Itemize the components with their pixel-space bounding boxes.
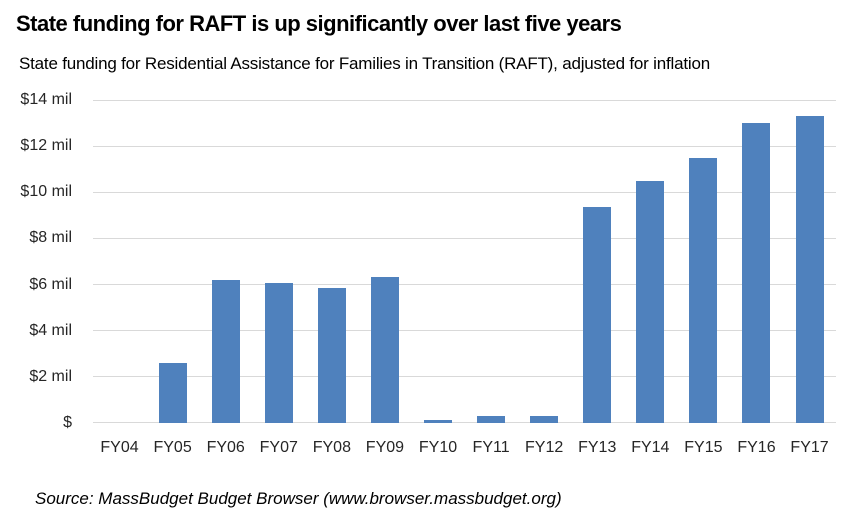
bar-slot <box>783 100 836 423</box>
x-tick-label: FY17 <box>790 439 829 456</box>
x-tick-label: FY06 <box>206 439 245 456</box>
y-tick-label: $14 mil <box>20 91 72 108</box>
gridline <box>93 284 836 285</box>
bar-fy06 <box>211 279 240 423</box>
bar-slot <box>677 100 730 423</box>
bar-slot <box>624 100 677 423</box>
bar-slot <box>411 100 464 423</box>
bar-fy10 <box>424 419 452 423</box>
x-tick-label: FY08 <box>312 439 351 456</box>
gridline <box>93 100 836 101</box>
bar-slot <box>730 100 783 423</box>
bar-slot <box>518 100 571 423</box>
gridline <box>93 422 836 423</box>
bar-fy09 <box>370 276 399 423</box>
bar-fy13 <box>583 207 612 423</box>
bar-fy05 <box>158 363 187 423</box>
bar-fy15 <box>689 157 718 423</box>
bar-fy14 <box>636 180 665 423</box>
bar-fy12 <box>530 416 559 423</box>
bar-fy08 <box>317 288 346 423</box>
bar-slot <box>465 100 518 423</box>
bar-fy17 <box>795 116 824 423</box>
y-tick-label: $2 mil <box>29 367 72 385</box>
y-tick-label: $ <box>63 414 72 431</box>
bars-row <box>93 100 836 423</box>
bar-slot <box>93 100 146 423</box>
bar-fy16 <box>742 123 771 423</box>
x-tick-label: FY09 <box>365 439 405 456</box>
y-tick-label: $12 mil <box>20 137 72 155</box>
gridline <box>93 238 836 239</box>
x-tick-label: FY04 <box>100 439 139 456</box>
y-tick-label: $6 mil <box>29 275 72 293</box>
x-tick-label: FY14 <box>631 439 670 456</box>
plot-area <box>93 100 836 423</box>
x-tick-label: FY07 <box>259 439 298 456</box>
bar-fy11 <box>477 416 506 423</box>
y-tick-label: $4 mil <box>29 321 72 339</box>
gridline <box>93 330 836 331</box>
bar-slot <box>358 100 411 423</box>
y-axis-labels: $ $2 mil $4 mil $6 mil $8 mil $10 mil $12 mil $… <box>0 91 72 431</box>
x-tick-label: FY15 <box>684 439 723 456</box>
x-axis-labels: FY04 FY05 FY06 FY07 FY08 FY09 FY10 FY11 FY12 FY13… <box>93 439 836 457</box>
x-tick-label: FY11 <box>472 439 510 456</box>
bar-slot <box>305 100 358 423</box>
chart-subtitle: State funding for Residential Assistance… <box>19 54 710 73</box>
x-tick-label: FY16 <box>737 439 776 456</box>
bar-fy07 <box>264 283 293 423</box>
source-note: Source: MassBudget Budget Browser (www.b… <box>35 489 562 508</box>
bar-slot <box>252 100 305 423</box>
x-tick-label: FY10 <box>418 439 458 456</box>
bar-slot <box>199 100 252 423</box>
y-tick-label: $8 mil <box>29 229 72 247</box>
gridline <box>93 146 836 147</box>
gridline <box>93 192 836 193</box>
bar-slot <box>146 100 199 423</box>
chart-title: State funding for RAFT is up significant… <box>16 11 622 36</box>
y-tick-label: $10 mil <box>20 183 72 201</box>
x-tick-label: FY12 <box>525 439 564 456</box>
bar-slot <box>571 100 624 423</box>
x-tick-label: FY05 <box>153 439 192 456</box>
x-tick-label: FY13 <box>578 439 617 456</box>
gridline <box>93 376 836 377</box>
